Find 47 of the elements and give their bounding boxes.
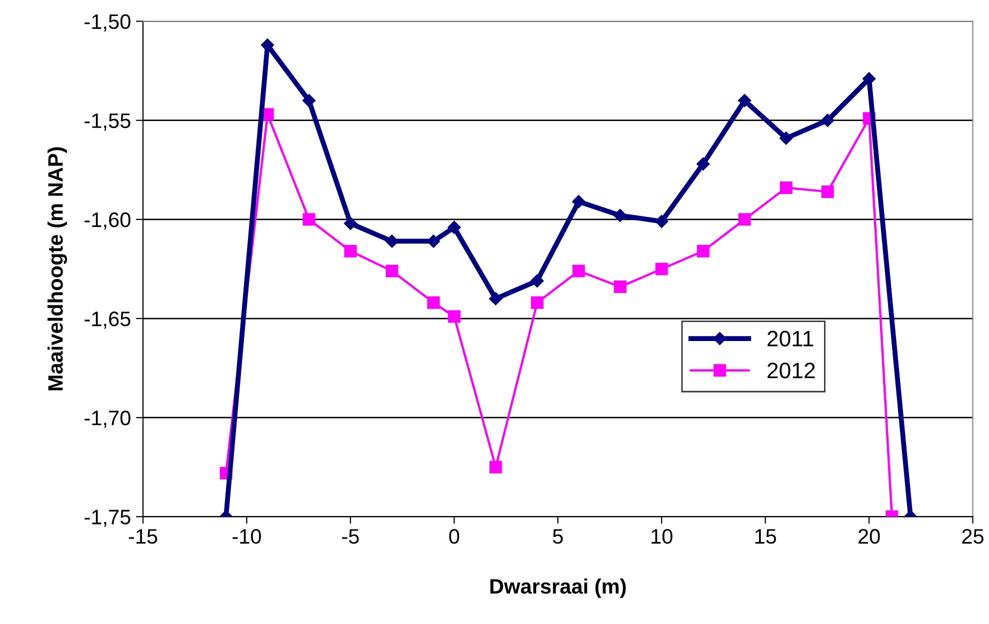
point (696, 244, 710, 258)
x-tick-label: 10 (652, 529, 672, 544)
legend-label: 2012 (768, 362, 815, 378)
point (386, 264, 398, 278)
legend-label: 2011 (768, 330, 814, 347)
y-axis-title: Maaiveldhoogte (m NAP) (48, 147, 68, 390)
point (426, 234, 440, 248)
point (821, 114, 834, 127)
x-axis-title: Dwarsraai (m) (490, 578, 626, 598)
x-tick-label: 15 (755, 529, 776, 544)
point (614, 208, 627, 222)
y-tick-label: -1,60 (84, 212, 130, 230)
x-tick-label: -5 (342, 529, 359, 544)
point (655, 214, 668, 228)
y-tick-label: -1,70 (84, 410, 130, 428)
y-tick-label: -1,75 (84, 510, 130, 527)
point (821, 185, 834, 198)
point (530, 274, 544, 288)
y-tick-label: -1,50 (84, 14, 130, 32)
point (572, 264, 585, 278)
x-tick-label: 25 (962, 529, 984, 544)
x-tick-label: 20 (858, 529, 880, 544)
point (489, 460, 502, 474)
point (572, 195, 586, 208)
point (427, 296, 440, 309)
x-tick-label: -15 (128, 529, 158, 544)
point (344, 244, 357, 258)
x-tick-label: 0 (449, 529, 460, 544)
point (738, 213, 751, 226)
point (302, 213, 316, 226)
point (448, 310, 460, 323)
point (385, 234, 398, 248)
x-tick-label: -10 (232, 529, 261, 544)
point (344, 216, 357, 230)
y-tick-label: -1,55 (84, 114, 130, 131)
point (614, 280, 626, 294)
y-tick-label: -1,65 (84, 312, 130, 329)
point (780, 132, 793, 145)
point (738, 94, 752, 108)
point (302, 94, 316, 108)
point (655, 262, 668, 276)
x-tick-label: 5 (552, 529, 563, 544)
point (489, 292, 502, 306)
point (530, 296, 544, 309)
point (448, 220, 461, 234)
point (696, 157, 710, 170)
point (780, 181, 792, 194)
